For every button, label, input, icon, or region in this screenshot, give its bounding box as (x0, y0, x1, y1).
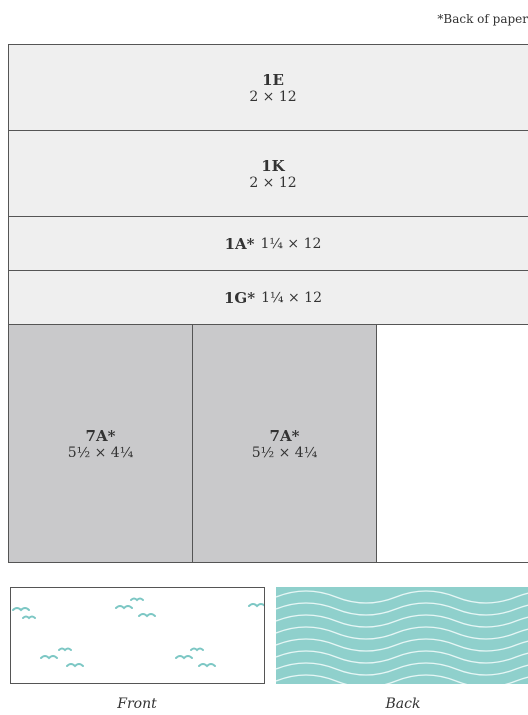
front-pattern (11, 588, 265, 684)
piece-code: 1K (261, 157, 284, 175)
piece: 1G* 1¼ × 12 (8, 270, 528, 325)
piece-size: 2 × 12 (249, 89, 296, 105)
piece: 1E 2 × 12 (8, 44, 528, 131)
piece-size: 1¼ × 12 (261, 236, 322, 252)
piece-size: 1¼ × 12 (261, 290, 322, 306)
cutting-diagram: *Back of paper 1E 2 × 12 1K 2 × 12 1A* 1… (0, 0, 528, 715)
front-caption: Front (77, 696, 197, 712)
piece: 7A* 5½ × 4¼ (8, 324, 193, 563)
note: *Back of paper (437, 12, 528, 26)
piece-size: 2 × 12 (249, 175, 296, 191)
piece-code: 1E (262, 71, 284, 89)
piece: 7A* 5½ × 4¼ (192, 324, 377, 563)
piece-code: 1G* (224, 289, 255, 307)
piece-code: 1A* (225, 235, 255, 253)
back-caption: Back (343, 696, 463, 712)
piece: 1A* 1¼ × 12 (8, 216, 528, 271)
piece-code: 7A* (86, 427, 116, 445)
back-pattern (276, 587, 528, 684)
scrap (376, 324, 528, 563)
back-swatch (276, 587, 528, 684)
piece-size: 5½ × 4¼ (252, 445, 318, 461)
piece-size: 5½ × 4¼ (68, 445, 134, 461)
front-swatch (10, 587, 265, 684)
piece-code: 7A* (270, 427, 300, 445)
piece: 1K 2 × 12 (8, 130, 528, 217)
